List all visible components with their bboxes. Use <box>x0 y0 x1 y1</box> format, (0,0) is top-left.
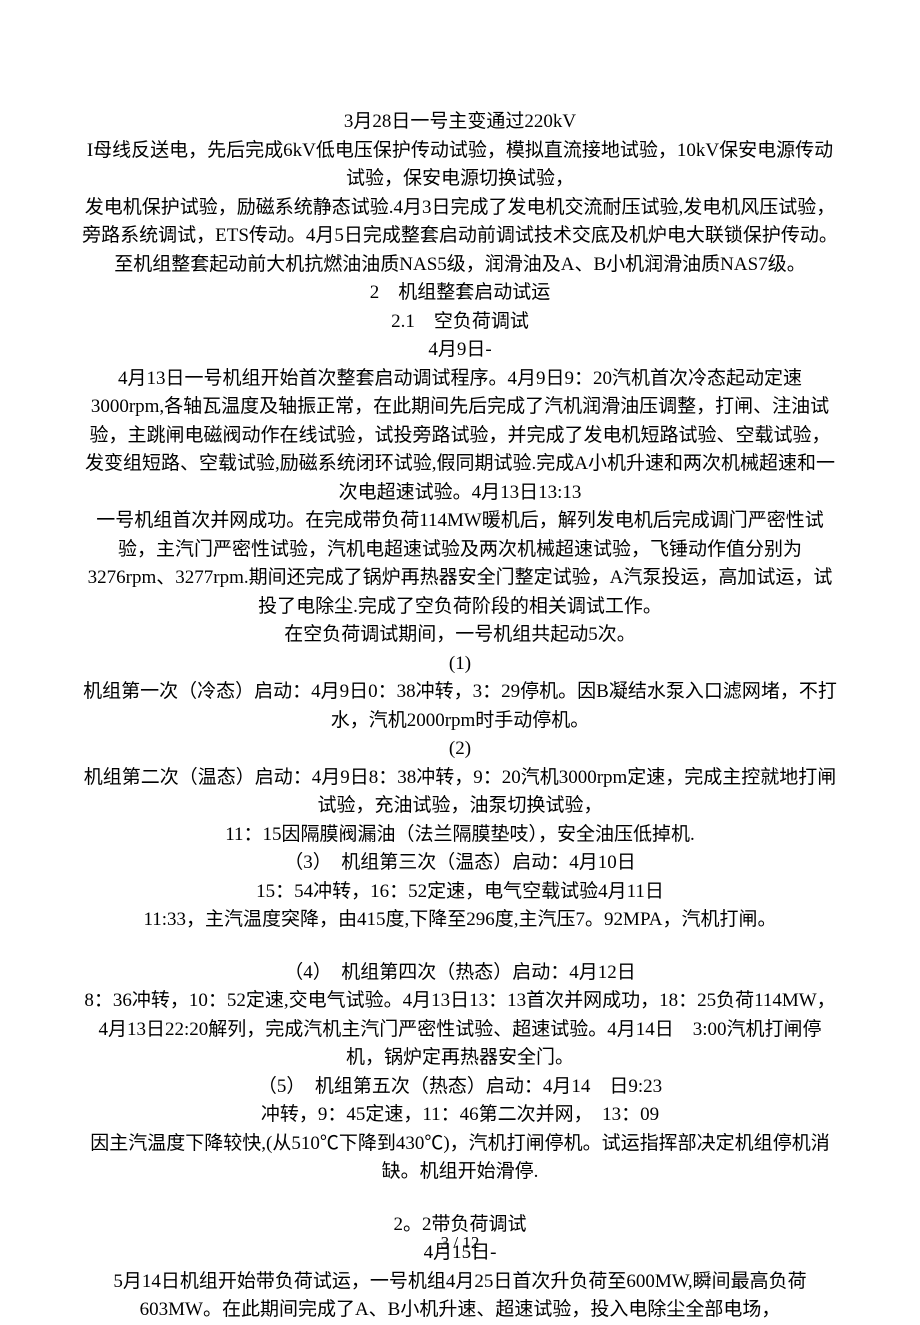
body-text: 5月14日机组开始带负荷试运，一号机组4月25日首次升负荷至600MW,瞬间最高… <box>82 1268 838 1325</box>
page-number: 3 / 12 <box>0 1230 920 1256</box>
body-text: I母线反送电，先后完成6kV低电压保护传动试验，模拟直流接地试验，10kV保安电… <box>82 137 838 194</box>
body-text: 冲转，9：45定速，11：46第二次并网， 13：09 <box>82 1101 838 1130</box>
list-marker: (2) <box>82 735 838 764</box>
section-heading: 2 机组整套启动试运 <box>82 279 838 308</box>
body-text: 在空负荷调试期间，一号机组共起动5次。 <box>82 621 838 650</box>
body-text: 因主汽温度下降较快,(从510℃下降到430℃)，汽机打闸停机。试运指挥部决定机… <box>82 1130 838 1187</box>
body-text: 4月9日- <box>82 336 838 365</box>
body-text: 15：54冲转，16：52定速，电气空载试验4月11日 <box>82 878 838 907</box>
body-text: （4） 机组第四次（热态）启动：4月12日 <box>82 959 838 988</box>
list-marker: (1) <box>82 650 838 679</box>
body-text: 机组第二次（温态）启动：4月9日8：38冲转，9：20汽机3000rpm定速，完… <box>82 764 838 821</box>
body-text: 11:33，主汽温度突降，由415度,下降至296度,主汽压7。92MPA，汽机… <box>82 906 838 935</box>
body-text: 8：36冲转，10：52定速,交电气试验。4月13日13：13首次并网成功，18… <box>82 987 838 1073</box>
section-heading: 2.1 空负荷调试 <box>82 308 838 337</box>
body-text: 发电机保护试验，励磁系统静态试验.4月3日完成了发电机交流耐压试验,发电机风压试… <box>82 194 838 280</box>
body-text: 11：15因隔膜阀漏油（法兰隔膜垫吱），安全油压低掉机. <box>82 821 838 850</box>
body-text: 3月28日一号主变通过220kV <box>82 108 838 137</box>
spacer <box>82 1187 838 1211</box>
body-text: （5） 机组第五次（热态）启动：4月14 日9:23 <box>82 1073 838 1102</box>
body-text: （3） 机组第三次（温态）启动：4月10日 <box>82 849 838 878</box>
body-text: 4月13日一号机组开始首次整套启动调试程序。4月9日9：20汽机首次冷态起动定速… <box>82 365 838 508</box>
spacer <box>82 935 838 959</box>
body-text: 一号机组首次并网成功。在完成带负荷114MW暖机后，解列发电机后完成调门严密性试… <box>82 507 838 621</box>
body-text: 机组第一次（冷态）启动：4月9日0：38冲转，3：29停机。因B凝结水泵入口滤网… <box>82 678 838 735</box>
